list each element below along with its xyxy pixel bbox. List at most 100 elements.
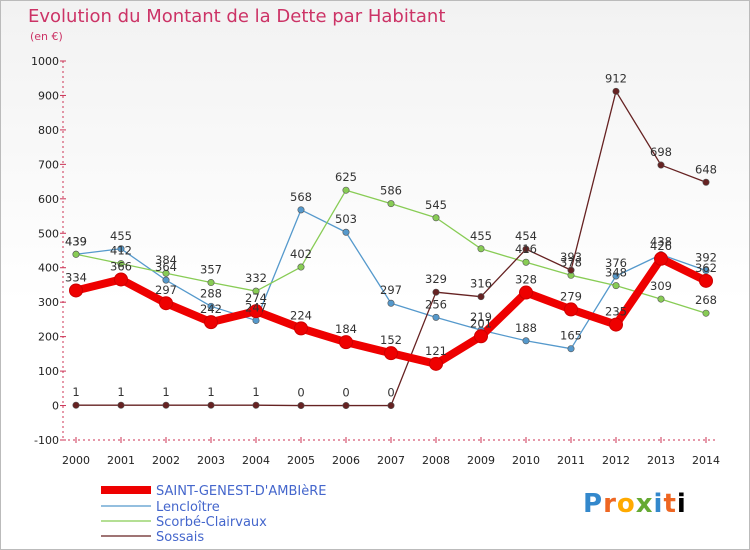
data-point (162, 276, 170, 284)
x-tick-label: 2008 (422, 454, 450, 467)
data-label: 454 (515, 229, 537, 243)
data-label: 503 (335, 212, 357, 226)
data-label: 698 (650, 145, 672, 159)
y-tick-label: 200 (38, 331, 59, 344)
data-point (387, 402, 395, 410)
y-tick-label: 600 (38, 193, 59, 206)
data-label: 366 (110, 259, 132, 273)
data-point (162, 269, 170, 277)
data-point (522, 337, 530, 345)
x-tick-label: 2005 (287, 454, 315, 467)
y-tick-label: 800 (38, 124, 59, 137)
data-point (159, 296, 173, 311)
data-label: 0 (342, 386, 349, 400)
data-point (252, 287, 260, 295)
data-label: 309 (650, 279, 672, 293)
data-point (474, 329, 488, 344)
data-label: 392 (695, 250, 717, 264)
y-tick-label: 1000 (31, 55, 59, 68)
data-label: 201 (470, 316, 492, 330)
data-point (294, 321, 308, 336)
legend-entry: Lencloître (156, 500, 220, 515)
data-point (162, 401, 170, 409)
data-label: 568 (290, 190, 312, 204)
data-point (114, 272, 128, 287)
data-point (387, 200, 395, 208)
data-point (702, 266, 710, 274)
data-label: 329 (425, 272, 447, 286)
y-tick-label: 100 (38, 365, 59, 378)
data-label: 332 (245, 271, 267, 285)
data-point (387, 299, 395, 307)
data-label: 416 (515, 242, 537, 256)
x-tick-label: 2011 (557, 454, 585, 467)
data-point (384, 346, 398, 361)
data-label: 364 (155, 260, 177, 274)
chart-title: Evolution du Montant de la Dette par Hab… (28, 6, 446, 27)
data-point (654, 251, 668, 266)
data-point (207, 279, 215, 287)
data-label: 376 (605, 256, 627, 270)
data-label: 0 (297, 386, 304, 400)
y-tick-label: 700 (38, 158, 59, 171)
data-label: 455 (470, 229, 492, 243)
data-label: 219 (470, 310, 492, 324)
data-label: 288 (200, 286, 222, 300)
data-point (702, 178, 710, 186)
data-label: 0 (387, 386, 394, 400)
x-tick-label: 2000 (62, 454, 90, 467)
data-label: 362 (695, 261, 717, 275)
data-label: 297 (380, 283, 402, 297)
y-tick-label: 900 (38, 89, 59, 102)
data-label: 1 (117, 385, 124, 399)
x-tick-label: 2006 (332, 454, 360, 467)
data-label: 121 (425, 344, 447, 358)
data-point (477, 293, 485, 301)
data-point (207, 401, 215, 409)
x-tick-label: 2004 (242, 454, 270, 467)
data-point (612, 282, 620, 290)
data-point (567, 266, 575, 274)
data-point (297, 206, 305, 214)
x-tick-label: 2012 (602, 454, 630, 467)
data-point (249, 304, 263, 319)
data-label: 224 (290, 308, 312, 322)
data-label: 455 (110, 229, 132, 243)
data-label: 426 (650, 239, 672, 253)
data-point (252, 316, 260, 324)
x-tick-label: 2009 (467, 454, 495, 467)
data-label: 912 (605, 71, 627, 85)
data-label: 357 (200, 263, 222, 277)
data-label: 247 (245, 300, 267, 314)
data-labels: 439 455 364 288 247 568 503 297 256 219 188 165 376 4… (65, 71, 717, 399)
series-points (69, 87, 713, 410)
data-label: 316 (470, 277, 492, 291)
data-point (702, 309, 710, 317)
data-label: 184 (335, 322, 357, 336)
y-tick-label: 400 (38, 262, 59, 275)
legend-entry: SAINT-GENEST-D'AMBIèRE (156, 484, 326, 499)
data-label: 268 (695, 293, 717, 307)
data-point (612, 272, 620, 280)
x-tick-label: 2007 (377, 454, 405, 467)
data-label: 1 (72, 385, 79, 399)
data-point (477, 245, 485, 253)
data-label: 274 (245, 291, 267, 305)
data-point (72, 250, 80, 258)
data-label: 1 (162, 385, 169, 399)
data-label: 378 (560, 255, 582, 269)
y-tick-label: 500 (38, 227, 59, 240)
data-point (567, 345, 575, 353)
data-label: 625 (335, 170, 357, 184)
data-point (339, 335, 353, 350)
data-point (657, 295, 665, 303)
data-label: 165 (560, 329, 582, 343)
data-point (342, 186, 350, 194)
data-point (564, 302, 578, 317)
data-label: 334 (65, 270, 87, 284)
data-point (207, 302, 215, 310)
data-point (297, 263, 305, 271)
y-tick-label: -100 (34, 434, 59, 447)
data-point (69, 283, 83, 298)
